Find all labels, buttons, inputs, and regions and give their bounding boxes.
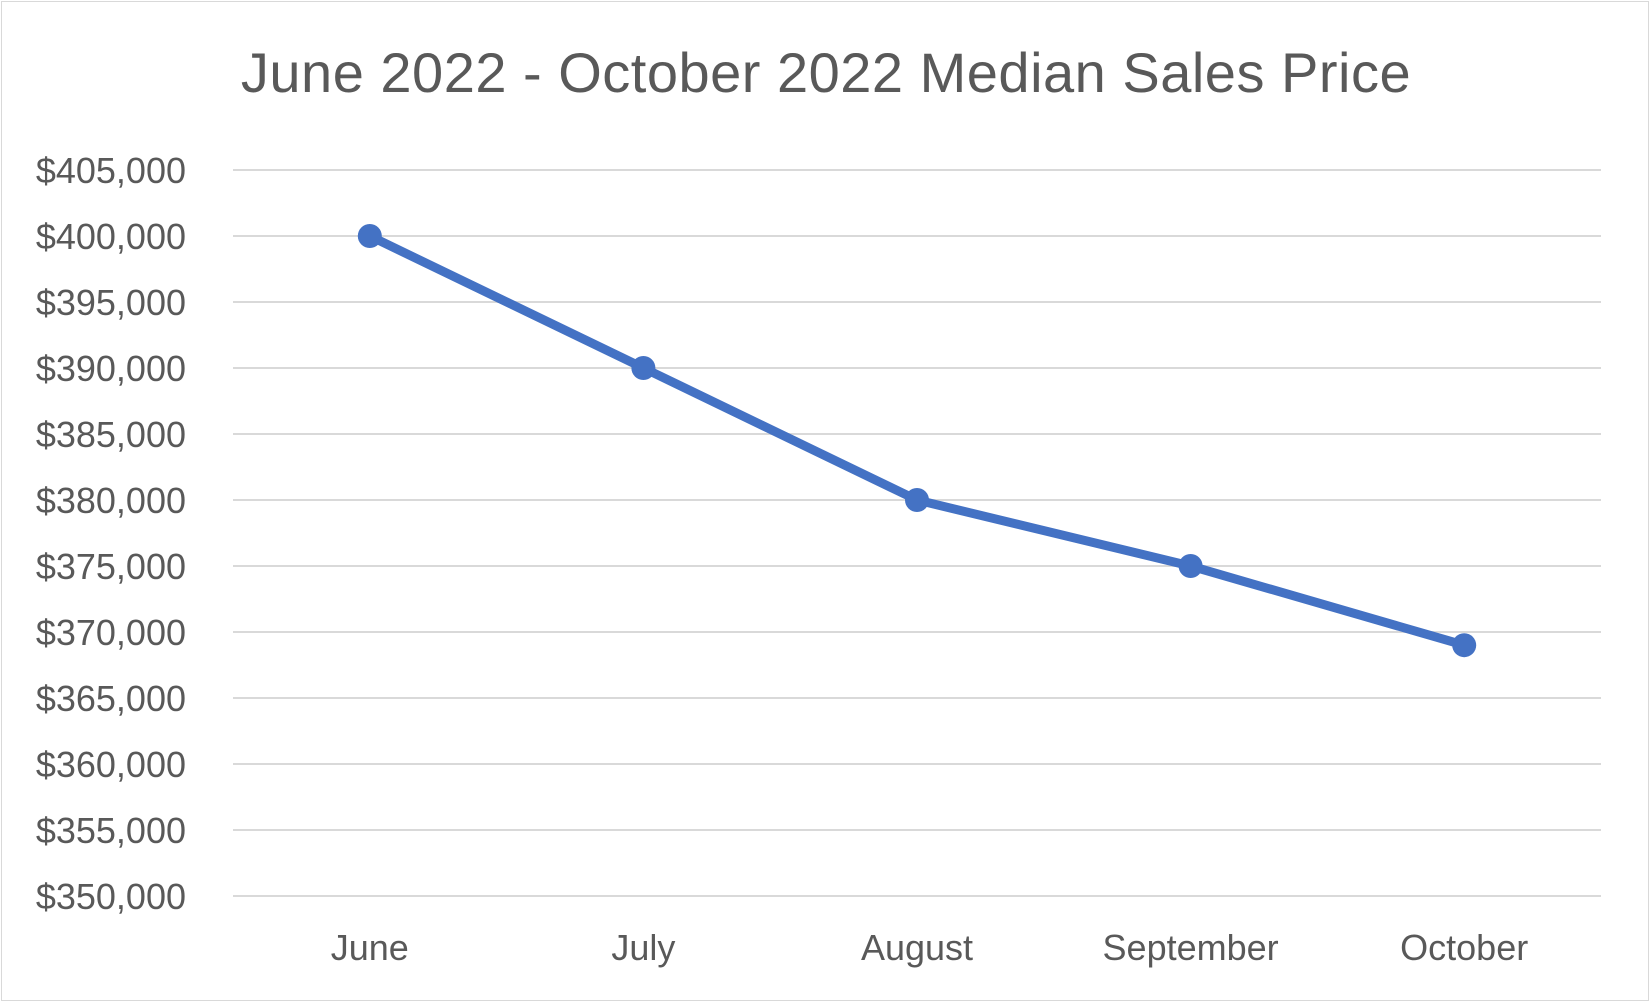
x-tick-label: August: [861, 927, 973, 968]
y-tick-label: $360,000: [36, 744, 186, 785]
y-tick-label: $375,000: [36, 546, 186, 587]
y-tick-label: $390,000: [36, 348, 186, 389]
y-tick-label: $400,000: [36, 216, 186, 257]
y-tick-label: $385,000: [36, 414, 186, 455]
chart-title: June 2022 - October 2022 Median Sales Pr…: [240, 41, 1412, 104]
series-markers: [357, 224, 1477, 658]
data-point-marker: [631, 356, 656, 380]
x-tick-label: June: [331, 927, 409, 968]
y-tick-label: $380,000: [36, 480, 186, 521]
x-tick-label: October: [1400, 927, 1528, 968]
y-tick-label: $355,000: [36, 810, 186, 851]
y-axis-tick-labels: $350,000 $355,000 $360,000 $365,000 $370,000…: [36, 150, 186, 917]
y-tick-label: $395,000: [36, 282, 186, 323]
x-tick-label: September: [1103, 927, 1279, 968]
y-tick-label: $405,000: [36, 150, 186, 191]
data-point-marker: [357, 224, 382, 248]
data-point-marker: [1452, 633, 1477, 658]
series-line-group: [365, 231, 1469, 650]
x-axis-tick-labels: June July August September October: [331, 927, 1528, 968]
series-line: [365, 231, 1469, 650]
y-tick-label: $350,000: [36, 876, 186, 917]
gridlines: [233, 169, 1601, 897]
y-tick-label: $365,000: [36, 678, 186, 719]
data-point-marker: [1178, 554, 1203, 578]
y-tick-label: $370,000: [36, 612, 186, 653]
x-tick-label: July: [611, 927, 675, 968]
data-point-marker: [905, 488, 929, 512]
